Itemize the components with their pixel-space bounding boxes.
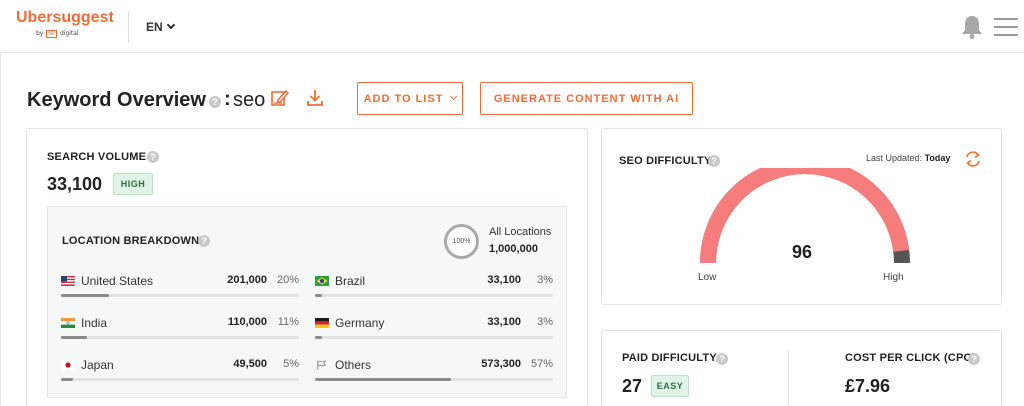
search-volume-help-icon[interactable]: ? [147, 151, 159, 163]
location-breakdown-help-icon[interactable]: ? [198, 235, 210, 247]
all-locations-label: All Locations [489, 226, 552, 238]
location-share-bar [61, 294, 299, 297]
location-name: Others [335, 358, 372, 372]
download-icon[interactable] [305, 88, 325, 108]
gauge-low-label: Low [698, 272, 717, 283]
location-percent: 3% [537, 274, 553, 286]
generate-content-label: GENERATE CONTENT WITH AI [493, 92, 680, 105]
location-share-bar [61, 336, 299, 339]
location-percent: 57% [530, 358, 553, 370]
gauge-high-label: High [883, 272, 904, 283]
germany-flag-icon [315, 318, 329, 328]
page-title: Keyword Overview [27, 89, 206, 111]
top-bar: Ubersuggest by NP digital EN [0, 0, 1024, 53]
location-name: United States [81, 274, 154, 288]
generate-content-button[interactable]: GENERATE CONTENT WITH AI [480, 82, 693, 115]
location-breakdown-panel [47, 206, 567, 398]
seo-difficulty-value: 96 [791, 242, 813, 262]
location-row[interactable]: Others 573,300 57% [315, 358, 553, 388]
paid-difficulty-badge: EASY [651, 375, 689, 397]
location-volume: 110,000 [227, 316, 267, 328]
language-selector[interactable]: EN [146, 20, 175, 34]
brazil-flag-icon [315, 276, 329, 286]
chevron-down-icon [450, 92, 458, 101]
seo-difficulty-label: SEO DIFFICULTY [619, 155, 712, 167]
all-locations-value: 1,000,000 [489, 243, 538, 255]
location-percent: 5% [283, 358, 299, 370]
refresh-icon[interactable] [964, 150, 982, 168]
cpc-value: £7.96 [845, 376, 891, 396]
chevron-down-icon [166, 20, 175, 30]
logo-np: NP [46, 30, 58, 38]
location-share-bar [315, 294, 553, 297]
last-updated-value: Today [924, 153, 951, 163]
title-help-icon[interactable]: ? [209, 96, 221, 108]
location-percent: 3% [537, 316, 553, 328]
location-row[interactable]: United States 201,000 20% [61, 274, 299, 304]
location-breakdown-label: LOCATION BREAKDOWN [62, 235, 200, 247]
location-row[interactable]: Brazil 33,100 3% [315, 274, 553, 304]
edit-keyword-icon[interactable] [270, 88, 290, 108]
add-to-list-button[interactable]: ADD TO LIST [357, 82, 463, 115]
card-divider [788, 350, 789, 406]
cpc-help-icon[interactable]: ? [968, 353, 980, 365]
india-flag-icon [61, 318, 75, 328]
others-flag-icon [317, 360, 327, 370]
location-share-bar [315, 378, 553, 381]
gauge-fill [700, 168, 910, 264]
search-volume-label: SEARCH VOLUME [47, 151, 147, 163]
location-share-bar [315, 336, 553, 339]
seo-difficulty-card [601, 128, 1002, 305]
title-colon: : [224, 88, 231, 110]
location-percent: 11% [277, 316, 299, 328]
hamburger-menu-icon[interactable] [994, 18, 1018, 42]
keyword-text: seo [233, 89, 266, 111]
location-volume: 49,500 [233, 358, 267, 370]
volume-level-badge: HIGH [113, 173, 153, 195]
header-divider [128, 11, 129, 43]
location-volume: 573,300 [481, 358, 521, 370]
logo-by: by [36, 30, 44, 37]
location-name: Japan [81, 358, 114, 372]
location-volume: 33,100 [487, 316, 521, 328]
paid-difficulty-label: PAID DIFFICULTY [622, 352, 717, 364]
location-name: Germany [335, 316, 385, 330]
location-row[interactable]: India 110,000 11% [61, 316, 299, 346]
logo-text: Ubersuggest [16, 9, 114, 26]
logo-digital: digital [59, 30, 79, 37]
last-updated: Last Updated: Today [866, 153, 950, 163]
seo-difficulty-gauge [700, 168, 910, 264]
cpc-label: COST PER CLICK (CPC) [845, 352, 976, 364]
location-row[interactable]: Japan 49,500 5% [61, 358, 299, 388]
last-updated-label: Last Updated: [866, 153, 923, 163]
bell-icon[interactable] [961, 14, 983, 40]
japan-flag-icon [61, 360, 75, 370]
location-volume: 33,100 [487, 274, 521, 286]
logo-byline: by NP digital [36, 30, 79, 38]
location-name: Brazil [335, 274, 366, 288]
add-to-list-label: ADD TO LIST [363, 92, 444, 105]
location-name: India [81, 316, 108, 330]
location-volume: 201,000 [227, 274, 267, 286]
search-volume-value: 33,100 [47, 174, 103, 194]
location-share-bar [61, 378, 299, 381]
ring-percent: 100% [452, 238, 471, 245]
language-label: EN [146, 20, 163, 34]
us-flag-icon [61, 276, 75, 286]
location-row[interactable]: Germany 33,100 3% [315, 316, 553, 346]
ubersuggest-logo[interactable]: Ubersuggest by NP digital [16, 9, 114, 38]
paid-difficulty-help-icon[interactable]: ? [716, 353, 728, 365]
location-percent: 20% [276, 274, 299, 286]
seo-difficulty-help-icon[interactable]: ? [708, 155, 720, 167]
all-locations-ring: 100% [444, 224, 479, 259]
paid-difficulty-value: 27 [622, 376, 643, 396]
